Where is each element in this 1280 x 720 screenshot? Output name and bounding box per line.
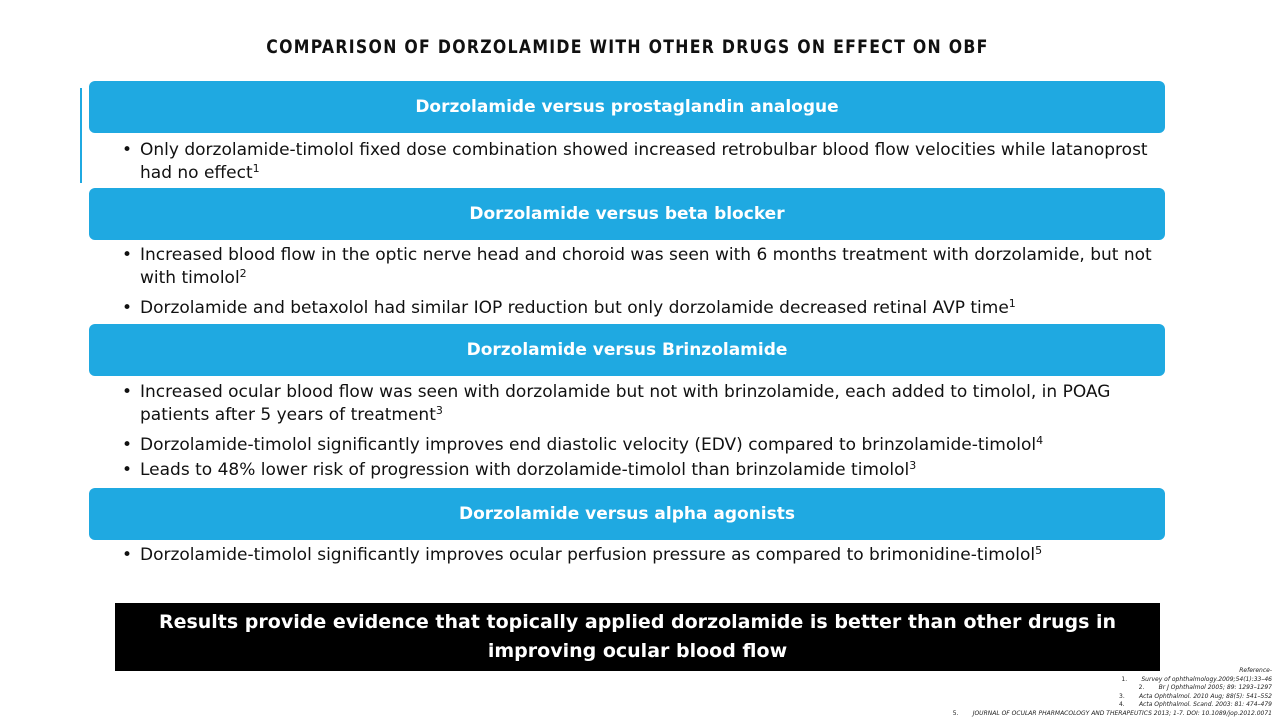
reference-item: 5. JOURNAL OF OCULAR PHARMACOLOGY AND THE… bbox=[892, 710, 1272, 719]
reference-number: 2. bbox=[1138, 684, 1145, 692]
references: Reference- 1. Survey of ophthalmology.200… bbox=[892, 667, 1272, 719]
reference-text: Survey of ophthalmology.2009;54(1):33–46 bbox=[1141, 675, 1272, 683]
list-item: • Increased ocular blood flow was seen wi… bbox=[122, 381, 1152, 427]
reference-text: Acta Ophthalmol. 2010 Aug; 88(5): 541–55… bbox=[1139, 692, 1272, 700]
bullet-icon: • bbox=[122, 140, 133, 160]
bullet-text: Only dorzolamide-timolol fixed dose comb… bbox=[140, 140, 1148, 183]
bullet-text: Dorzolamide-timolol significantly improv… bbox=[140, 435, 1037, 455]
citation-superscript: 4 bbox=[1036, 434, 1044, 447]
references-title: Reference- bbox=[1239, 667, 1272, 674]
bullet-list-brinzolamide: • Increased ocular blood flow was seen wi… bbox=[122, 381, 1152, 489]
list-item: • Only dorzolamide-timolol fixed dose com… bbox=[122, 139, 1152, 185]
bullet-icon: • bbox=[122, 245, 133, 265]
list-item: • Dorzolamide and betaxolol had similar I… bbox=[122, 297, 1152, 320]
reference-number: 3. bbox=[1119, 692, 1125, 700]
reference-number: 4. bbox=[1118, 701, 1125, 709]
bullet-icon: • bbox=[122, 545, 133, 565]
section-heading-beta-blocker: Dorzolamide versus beta blocker bbox=[89, 188, 1165, 240]
list-item: • Leads to 48% lower risk of progression … bbox=[122, 459, 1152, 482]
bullet-text: Increased blood flow in the optic nerve … bbox=[140, 245, 1152, 288]
conclusion-banner: Results provide evidence that topically … bbox=[115, 603, 1160, 671]
reference-number: 1. bbox=[1121, 675, 1128, 683]
reference-text: Acta Ophthalmol. Scand. 2003: 81: 474–47… bbox=[1138, 701, 1272, 709]
list-item: • Dorzolamide-timolol significantly impro… bbox=[122, 544, 1152, 567]
section-heading-brinzolamide: Dorzolamide versus Brinzolamide bbox=[89, 324, 1165, 376]
bullet-text: Increased ocular blood flow was seen wit… bbox=[140, 382, 1111, 425]
section-heading-prostaglandin: Dorzolamide versus prostaglandin analogu… bbox=[89, 81, 1165, 133]
list-item: • Dorzolamide-timolol significantly impro… bbox=[122, 434, 1152, 457]
bullet-icon: • bbox=[122, 298, 133, 318]
citation-superscript: 3 bbox=[435, 404, 443, 417]
reference-item: 3. Acta Ophthalmol. 2010 Aug; 88(5): 541–… bbox=[892, 693, 1272, 702]
bullet-icon: • bbox=[122, 382, 133, 402]
citation-superscript: 2 bbox=[239, 267, 247, 280]
list-item: • Increased blood flow in the optic nerve… bbox=[122, 244, 1152, 290]
reference-text: JOURNAL OF OCULAR PHARMACOLOGY AND THERA… bbox=[972, 709, 1272, 717]
reference-text: Br J Ophthalmol 2005; 89: 1293–1297 bbox=[1158, 684, 1272, 692]
reference-item: 4. Acta Ophthalmol. Scand. 2003: 81: 474–… bbox=[892, 701, 1272, 710]
reference-item: 2. Br J Ophthalmol 2005; 89: 1293–1297 bbox=[892, 684, 1272, 693]
bullet-list-beta-blocker: • Increased blood flow in the optic nerve… bbox=[122, 244, 1152, 327]
bullet-text: Leads to 48% lower risk of progression w… bbox=[140, 460, 910, 480]
bullet-icon: • bbox=[122, 435, 133, 455]
citation-superscript: 5 bbox=[1035, 544, 1043, 557]
citation-superscript: 1 bbox=[1008, 297, 1016, 310]
citation-superscript: 1 bbox=[252, 162, 260, 175]
citation-superscript: 3 bbox=[909, 459, 917, 472]
reference-item: 1. Survey of ophthalmology.2009;54(1):33–… bbox=[892, 676, 1272, 685]
reference-number: 5. bbox=[952, 709, 959, 717]
slide-title: COMPARISON OF DORZOLAMIDE WITH OTHER DRU… bbox=[266, 36, 989, 58]
section-heading-alpha-agonists: Dorzolamide versus alpha agonists bbox=[89, 488, 1165, 540]
bullet-list-alpha-agonists: • Dorzolamide-timolol significantly impro… bbox=[122, 544, 1152, 574]
bullet-icon: • bbox=[122, 460, 133, 480]
bullet-text: Dorzolamide and betaxolol had similar IO… bbox=[140, 298, 1009, 318]
conclusion-text: Results provide evidence that topically … bbox=[158, 611, 1117, 662]
accent-divider bbox=[80, 88, 82, 183]
bullet-text: Dorzolamide-timolol significantly improv… bbox=[140, 545, 1036, 565]
bullet-list-prostaglandin: • Only dorzolamide-timolol fixed dose com… bbox=[122, 139, 1152, 192]
